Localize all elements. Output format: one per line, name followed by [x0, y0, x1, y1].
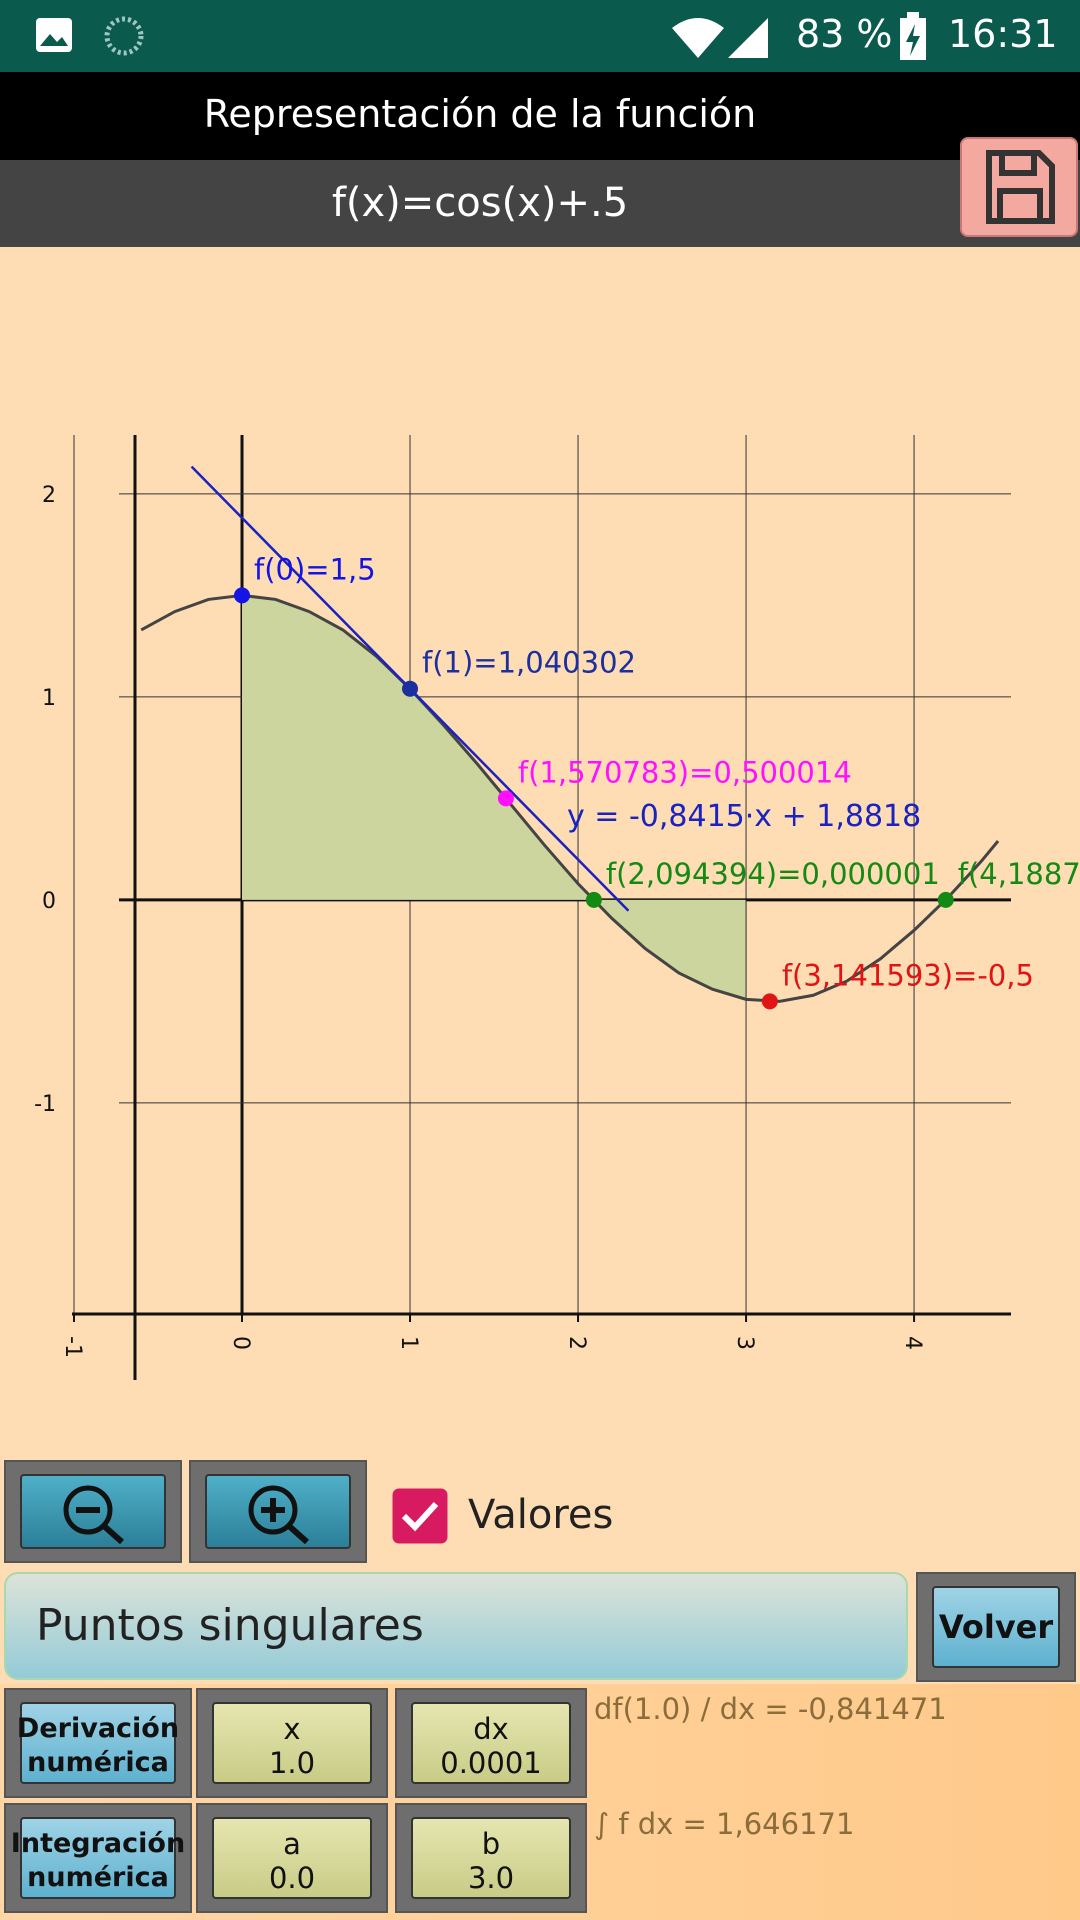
input-field[interactable]: x 1.0	[196, 1688, 388, 1798]
input-name: a	[283, 1827, 301, 1861]
method-button[interactable]: Derivación numérica	[4, 1688, 192, 1798]
button-label: numérica	[27, 1862, 169, 1893]
button-label: Integración	[10, 1828, 186, 1859]
integral-area	[242, 595, 747, 1000]
button-inner	[20, 1702, 176, 1784]
title-bar: Representación de la función	[0, 72, 1080, 160]
values-checkbox[interactable]	[392, 1488, 448, 1544]
tangent-equation: y = -0,8415·x + 1,8818	[567, 799, 921, 834]
input-value: 3.0	[467, 1861, 515, 1895]
zoom-in-button[interactable]	[189, 1460, 367, 1563]
formula-bar: f(x)=cos(x)+.5	[0, 160, 1080, 247]
status-bar: 83 % 16:31	[0, 0, 1080, 72]
input-name: x	[283, 1712, 301, 1746]
clock: 16:31	[948, 12, 1058, 56]
save-button[interactable]	[960, 137, 1078, 237]
y-tick-label: 2	[42, 483, 56, 508]
gallery-icon	[36, 18, 72, 52]
checkbox-box	[392, 1488, 448, 1544]
point-label: f(1)=1,040302	[422, 646, 636, 680]
x-tick-label: 4	[900, 1336, 925, 1350]
save-icon	[986, 150, 1055, 224]
button-label: Derivación	[16, 1713, 180, 1744]
point-label: f(0)=1,5	[254, 552, 376, 586]
function-curve	[140, 593, 1000, 1003]
battery-level: 83 %	[796, 12, 893, 56]
input-name: b	[481, 1827, 501, 1861]
singular-points-panel[interactable]: Puntos singulares	[4, 1572, 908, 1680]
singular-point	[234, 587, 251, 604]
checkbox-label: Valores	[468, 1492, 614, 1538]
x-tick-label: -1	[60, 1336, 85, 1358]
button-inner	[20, 1817, 176, 1899]
singular-point	[497, 790, 514, 807]
panel-title: Puntos singulares	[36, 1600, 424, 1651]
formula: f(x)=cos(x)+.5	[331, 180, 629, 226]
method-button[interactable]: Integración numérica	[4, 1803, 192, 1913]
zoom-out-button[interactable]	[4, 1460, 182, 1563]
back-label: Volver	[938, 1608, 1054, 1646]
input-inner	[212, 1702, 372, 1784]
input-inner	[411, 1702, 571, 1784]
x-tick-label: 0	[228, 1336, 253, 1350]
input-name: dx	[473, 1712, 509, 1746]
back-button[interactable]: Volver	[916, 1572, 1076, 1682]
input-field[interactable]: a 0.0	[196, 1803, 388, 1913]
input-value: 1.0	[268, 1746, 316, 1780]
chart: -1 0 1 2 3 4 -1 0 1 2 y = -0,8415·x + 1,8818 f(0)=1…	[34, 435, 1080, 1380]
singular-point	[761, 993, 778, 1010]
singular-point	[585, 891, 602, 908]
result-text: ∫ f dx = 1,646171	[594, 1807, 855, 1841]
point-label: f(1,570783)=0,500014	[518, 755, 852, 789]
result-text: df(1.0) / dx = -0,841471	[594, 1692, 947, 1726]
x-tick-label: 1	[396, 1336, 421, 1350]
y-tick-label: -1	[34, 1092, 56, 1117]
singular-point	[402, 680, 419, 697]
battery-icon	[900, 12, 926, 60]
app-title: Representación de la función	[203, 92, 757, 136]
input-inner	[212, 1817, 372, 1899]
x-tick-label: 3	[732, 1336, 757, 1350]
point-label: f(4,1887	[958, 857, 1080, 891]
input-field[interactable]: dx 0.0001	[395, 1688, 587, 1798]
checkmark	[401, 1501, 439, 1532]
zoom-in-icon	[248, 1485, 309, 1545]
point-label: f(2,094394)=0,000001	[606, 857, 940, 891]
button-label: numérica	[27, 1747, 169, 1778]
singular-point	[937, 891, 954, 908]
input-field[interactable]: b 3.0	[395, 1803, 587, 1913]
input-inner	[411, 1817, 571, 1899]
x-tick-label: 2	[564, 1336, 589, 1350]
y-tick-label: 1	[42, 686, 56, 711]
sync-icon	[104, 16, 144, 56]
point-label: f(3,141593)=-0,5	[782, 958, 1034, 992]
input-value: 0.0	[268, 1861, 316, 1895]
y-tick-label: 0	[42, 889, 56, 914]
zoom-out-icon	[63, 1485, 124, 1545]
input-value: 0.0001	[440, 1746, 542, 1780]
signal-icons	[672, 18, 768, 58]
